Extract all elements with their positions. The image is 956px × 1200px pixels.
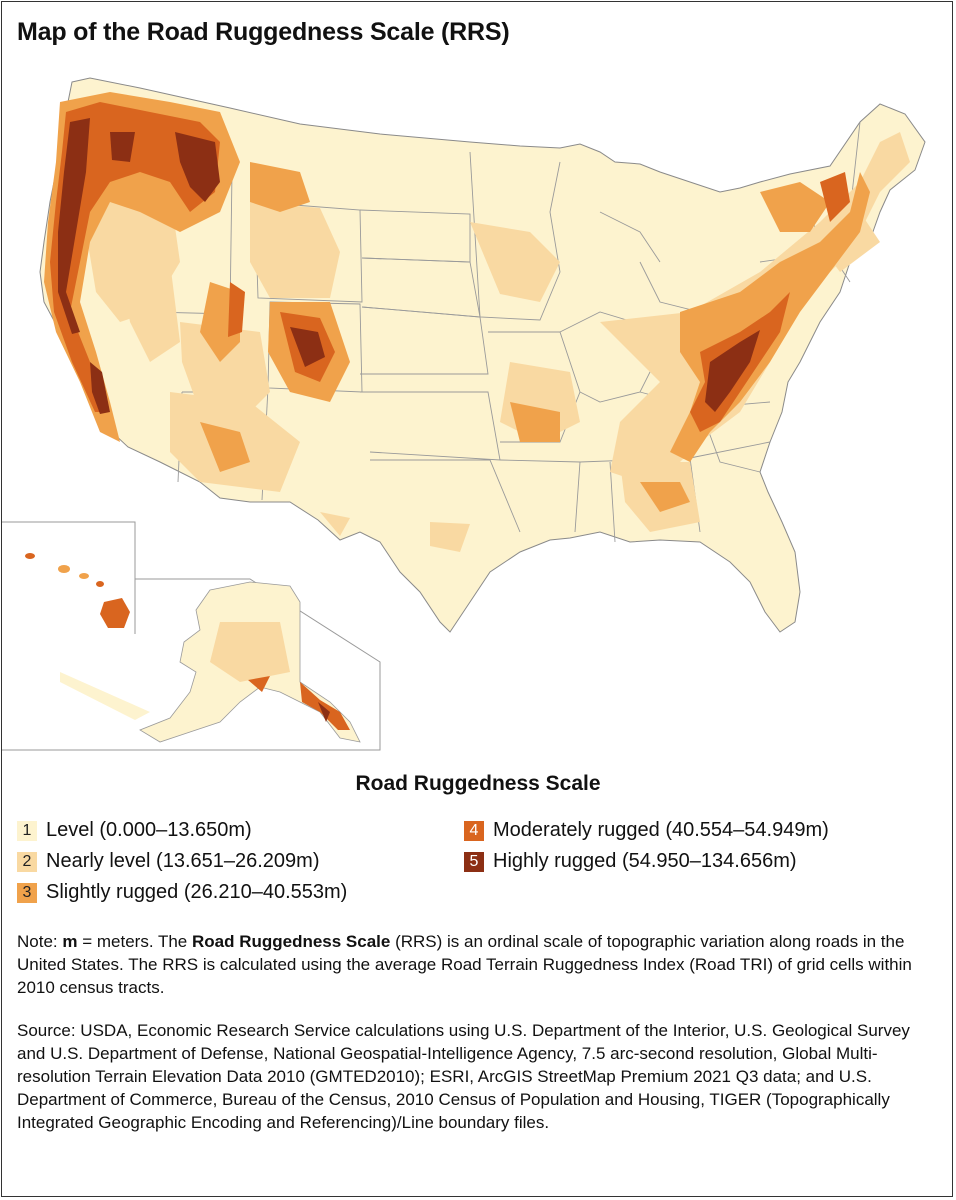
legend-swatch-2: 2 [17,851,37,872]
legend-item-highly-rugged: 5 Highly rugged (54.950–134.656m) [464,850,797,873]
legend-label-3: Slightly rugged (26.210–40.553m) [46,881,348,903]
rrs-map [2,77,926,751]
legend-item-slightly-rugged: 3 Slightly rugged (26.210–40.553m) [17,881,347,904]
legend-title: Road Ruggedness Scale [355,772,601,795]
legend-swatch-3: 3 [17,882,37,903]
alaska [60,581,361,743]
note-text: Note: m = meters. The Road Ruggedness Sc… [17,932,912,997]
legend-swatch-1: 1 [17,820,37,841]
legend-label-5: Highly rugged (54.950–134.656m) [493,850,797,872]
hawaii [25,553,130,628]
legend-item-level: 1 Level (0.000–13.650m) [17,819,252,842]
level-5-regions [58,118,760,414]
legend-label-1: Level (0.000–13.650m) [46,819,252,841]
legend-item-nearly-level: 2 Nearly level (13.651–26.209m) [17,850,320,873]
legend-label-2: Nearly level (13.651–26.209m) [46,850,320,872]
legend-item-moderately-rugged: 4 Moderately rugged (40.554–54.949m) [464,819,829,842]
legend-label-4: Moderately rugged (40.554–54.949m) [493,819,829,841]
legend-swatch-5: 5 [464,851,484,872]
legend-swatch-4: 4 [464,820,484,841]
source-text: Source: USDA, Economic Research Service … [17,1021,910,1132]
map-title: Map of the Road Ruggedness Scale (RRS) [17,18,510,46]
